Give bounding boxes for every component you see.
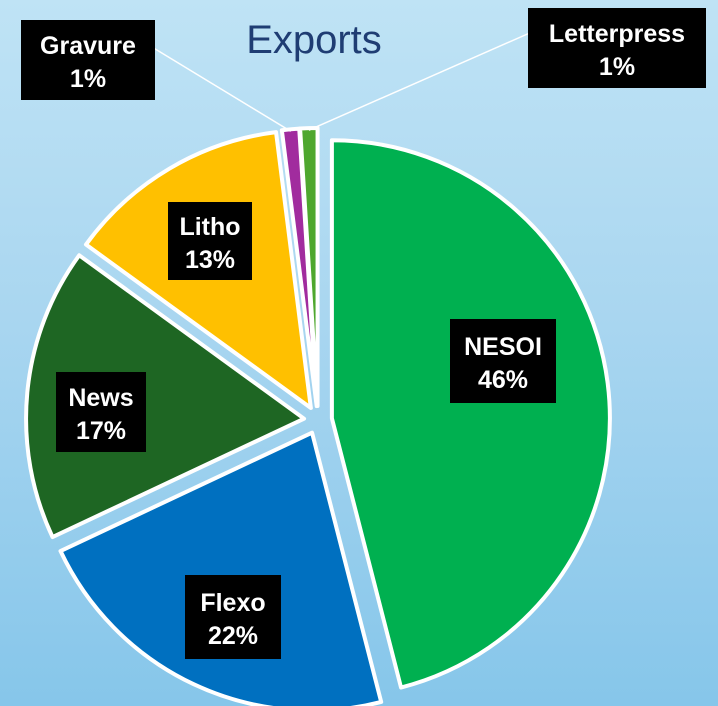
data-labels: NESOI 46% Flexo 22% News 17% Litho 13% Gravure 1%… (21, 8, 706, 659)
pie-slice-news (24, 253, 307, 540)
data-label-name-flexo: Flexo (200, 589, 265, 617)
data-label-name-letterpress: Letterpress (549, 20, 685, 48)
data-label-name-nesoi: NESOI (464, 333, 542, 361)
leader-lines (146, 31, 533, 132)
chart-title: Exports (246, 18, 382, 62)
data-label-value-flexo: 22% (208, 622, 258, 650)
data-label-value-litho: 13% (185, 246, 235, 274)
data-label-box-letterpress (528, 8, 706, 88)
pie-slice-letterpress (298, 126, 320, 409)
data-label-name-gravure: Gravure (40, 32, 136, 60)
data-label-box-flexo (185, 575, 281, 659)
data-label-box-litho (168, 202, 252, 280)
pie-slice-nesoi (329, 138, 612, 690)
pie-slice-flexo (58, 430, 384, 706)
data-label-litho: Litho 13% (168, 202, 252, 280)
data-label-nesoi: NESOI 46% (450, 319, 556, 403)
data-label-name-litho: Litho (179, 213, 240, 241)
data-label-value-nesoi: 46% (478, 366, 528, 394)
data-label-letterpress: Letterpress 1% (528, 8, 706, 88)
data-label-gravure: Gravure 1% (21, 20, 155, 100)
data-label-name-news: News (68, 384, 133, 412)
data-label-box-nesoi (450, 319, 556, 403)
leader-line-gravure (146, 43, 292, 132)
data-label-value-letterpress: 1% (599, 53, 635, 81)
data-label-box-news (56, 372, 146, 452)
data-label-value-news: 17% (76, 417, 126, 445)
data-label-flexo: Flexo 22% (185, 575, 281, 659)
data-label-news: News 17% (56, 372, 146, 452)
data-label-value-gravure: 1% (70, 65, 106, 93)
leader-line-letterpress (308, 31, 533, 131)
data-label-box-gravure (21, 20, 155, 100)
